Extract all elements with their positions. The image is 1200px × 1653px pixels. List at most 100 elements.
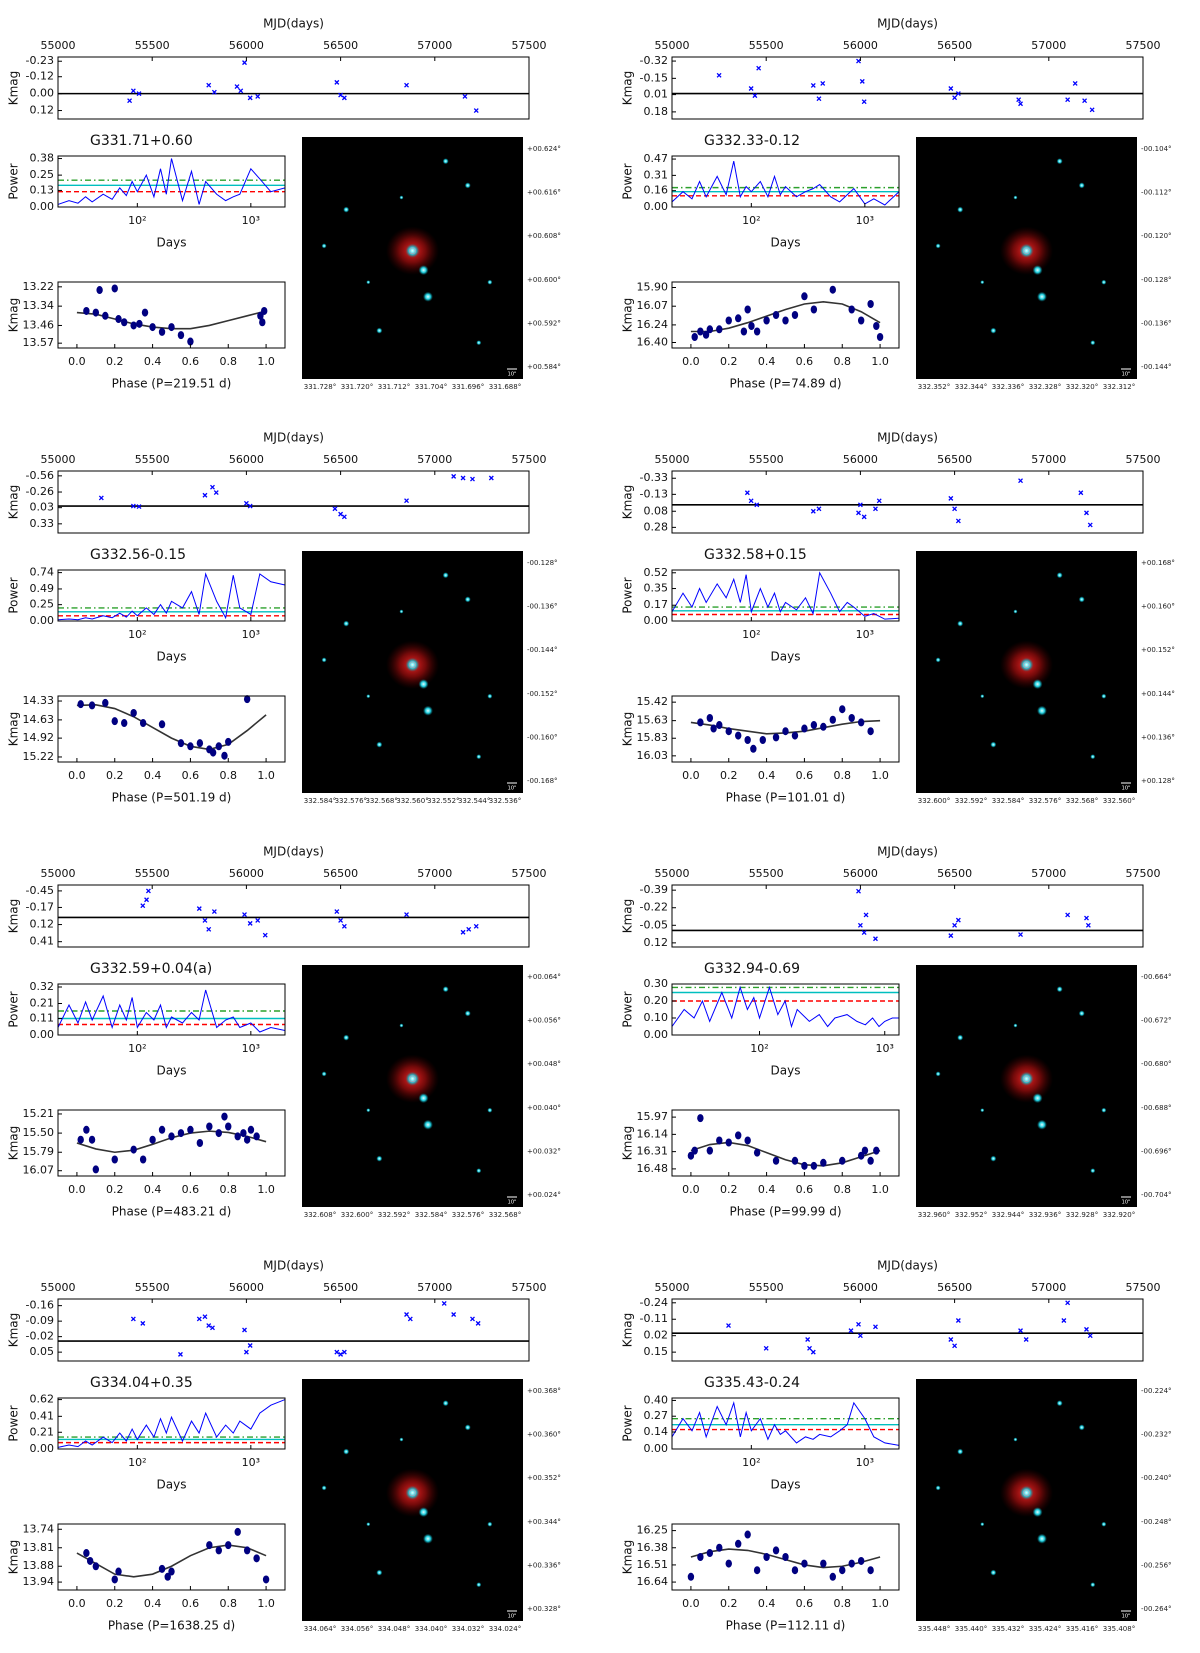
data-point [1089, 107, 1095, 113]
data-point [952, 922, 958, 928]
data-point [867, 727, 874, 736]
x-tick-label: 56000 [843, 453, 878, 466]
star [1056, 1400, 1063, 1407]
data-point [791, 1156, 799, 1165]
scale-label: 10" [508, 1200, 517, 1206]
source-name: G334.04+0.35 [90, 1375, 193, 1391]
data-point [1018, 1328, 1023, 1334]
y-axis-label: Kmag [7, 1313, 21, 1348]
x-tick-label: 10² [742, 214, 760, 227]
data-point [801, 1559, 808, 1568]
source-marker [1023, 1075, 1030, 1083]
dec-tick-label: -00.664° [1141, 973, 1172, 981]
data-point [168, 1567, 175, 1576]
data-point [754, 502, 760, 508]
data-point [820, 80, 826, 86]
data-point [735, 1539, 742, 1548]
x-tick-label: 56000 [843, 867, 878, 880]
data-point [88, 701, 96, 710]
lon-tick-label: 331.728° [304, 383, 336, 391]
data-point [127, 98, 133, 104]
data-point [772, 1156, 780, 1165]
data-point [221, 1112, 228, 1121]
data-point [338, 92, 344, 98]
data-point [259, 318, 266, 327]
y-axis-label: Kmag [621, 71, 635, 106]
data-point [687, 1151, 695, 1160]
x-tick-label: 10² [128, 1042, 146, 1055]
data-point [810, 305, 818, 314]
star [1013, 1023, 1018, 1028]
x-tick-label: 57500 [1126, 453, 1161, 466]
data-point [260, 306, 268, 315]
dec-tick-label: -00.112° [1141, 189, 1172, 197]
x-tick-label: 56500 [323, 1281, 358, 1294]
data-point [77, 1135, 84, 1144]
lon-tick-label: 332.600° [341, 1211, 373, 1219]
data-point [240, 1129, 247, 1138]
plot-frame [671, 1397, 900, 1450]
power-curve [57, 1399, 286, 1448]
data-point [716, 1136, 723, 1145]
dec-tick-label: -00.672° [1141, 1017, 1172, 1025]
dec-tick-label: +00.600° [527, 276, 561, 284]
x-tick-label: 56000 [229, 867, 264, 880]
data-point [955, 1318, 961, 1323]
lon-tick-label: 332.576° [452, 1211, 484, 1219]
y-axis-label: Kmag [7, 1126, 21, 1161]
data-point [211, 909, 217, 915]
data-point [1084, 1326, 1089, 1332]
data-point [115, 315, 122, 324]
plot-frame [671, 281, 900, 349]
data-point [756, 65, 762, 71]
y-tick-label: 16.38 [637, 1541, 669, 1554]
y-tick-label: 0.00 [644, 1028, 669, 1041]
data-point [772, 733, 780, 742]
y-axis-label: Kmag [621, 1313, 635, 1348]
data-point [697, 327, 704, 336]
dec-tick-label: +00.592° [527, 319, 561, 327]
x-tick-label: 10² [742, 628, 760, 641]
power-curve [57, 158, 286, 205]
lon-tick-label: 331.712° [378, 383, 410, 391]
y-tick-label: 15.21 [23, 1107, 55, 1120]
data-point [706, 1146, 714, 1155]
star [957, 620, 964, 627]
data-point [702, 330, 710, 339]
x-tick-label: 57500 [1126, 867, 1161, 880]
y-tick-label: 16.40 [637, 336, 669, 349]
data-point [206, 82, 212, 88]
data-point [725, 727, 732, 736]
data-point [857, 502, 863, 508]
star [418, 265, 429, 276]
star [1056, 158, 1063, 165]
y-tick-label: 15.97 [637, 1110, 669, 1123]
plot-frame [57, 695, 286, 763]
x-axis-label: Phase (P=501.19 d) [112, 791, 232, 805]
y-tick-label: 0.41 [30, 1409, 55, 1422]
star [476, 340, 482, 346]
data-point [247, 1343, 253, 1348]
lon-tick-label: 335.416° [1066, 1625, 1098, 1633]
dec-tick-label: -00.248° [1141, 1518, 1172, 1526]
data-point [1018, 932, 1023, 938]
x-axis-label: Days [157, 1064, 187, 1078]
data-point [782, 1553, 789, 1561]
data-point [948, 86, 954, 91]
y-axis-label: Power [7, 163, 21, 199]
x-tick-label: 55500 [749, 453, 784, 466]
y-tick-label: 13.74 [23, 1522, 55, 1535]
lon-tick-label: 332.552° [427, 797, 459, 805]
data-point [697, 718, 704, 727]
data-point [801, 1161, 808, 1170]
dec-tick-label: +00.352° [527, 1474, 561, 1482]
y-axis-label: Kmag [7, 1540, 21, 1575]
y-axis-label: Kmag [621, 899, 635, 934]
data-point [1016, 97, 1022, 103]
x-axis-label: Phase (P=1638.25 d) [108, 1619, 235, 1633]
x-tick-label: 56500 [323, 867, 358, 880]
data-point [687, 1572, 695, 1581]
data-point [253, 1554, 260, 1563]
star [1090, 1582, 1096, 1588]
star [487, 1107, 493, 1113]
